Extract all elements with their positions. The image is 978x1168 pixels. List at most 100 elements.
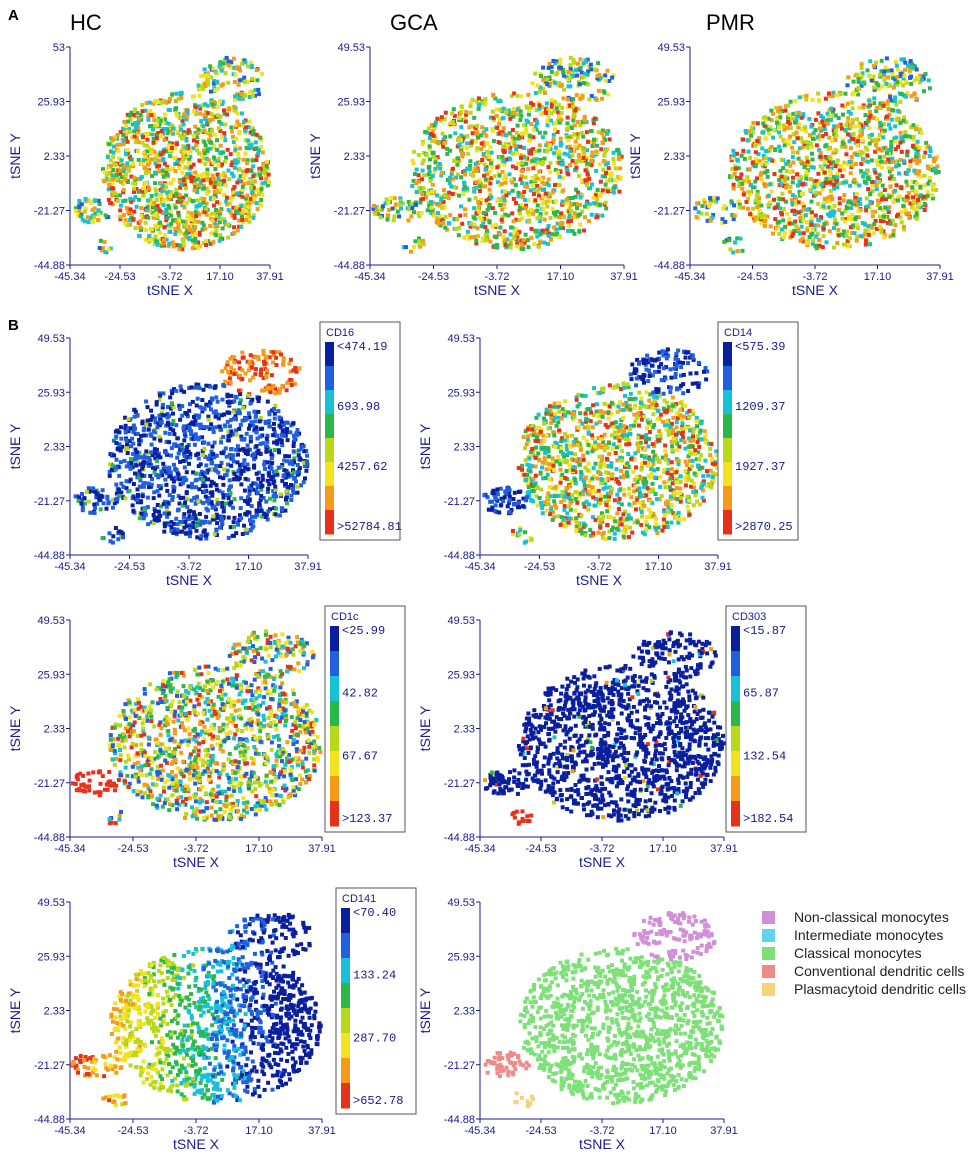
data-point	[882, 128, 887, 133]
data-point	[212, 531, 217, 536]
data-point	[253, 419, 258, 424]
data-point	[430, 182, 435, 187]
data-point	[731, 182, 736, 187]
data-point	[866, 169, 870, 174]
data-point	[869, 78, 874, 83]
data-point	[759, 162, 764, 166]
data-point	[482, 162, 487, 167]
data-point	[109, 149, 114, 154]
data-point	[845, 239, 850, 244]
data-point	[198, 536, 203, 541]
data-point	[842, 167, 847, 172]
data-point	[176, 222, 181, 227]
data-point	[250, 64, 254, 69]
data-point	[772, 172, 777, 177]
data-point	[845, 119, 850, 124]
data-point	[216, 178, 221, 183]
data-point	[611, 161, 616, 165]
data-point	[749, 133, 754, 138]
data-point	[465, 141, 470, 146]
data-point	[560, 68, 565, 72]
data-point	[138, 225, 143, 230]
data-point	[255, 396, 260, 401]
data-point	[547, 83, 552, 88]
data-point	[589, 154, 594, 159]
data-point	[524, 104, 529, 109]
data-point	[92, 215, 97, 220]
data-point	[731, 250, 736, 255]
data-point	[804, 170, 809, 175]
data-point	[477, 103, 482, 108]
data-point	[808, 177, 813, 182]
data-point	[582, 146, 587, 151]
data-point	[860, 138, 865, 143]
data-point	[240, 62, 245, 66]
data-point	[239, 434, 244, 439]
data-point	[188, 508, 193, 513]
data-point	[240, 187, 245, 192]
data-point	[797, 231, 802, 236]
data-point	[516, 106, 521, 111]
data-point	[746, 189, 751, 194]
data-point	[222, 217, 226, 222]
data-point	[439, 196, 444, 201]
data-point	[218, 60, 223, 65]
data-point	[231, 190, 236, 195]
data-point	[898, 74, 903, 79]
data-point	[150, 477, 154, 482]
data-point	[566, 138, 571, 143]
data-point	[571, 97, 575, 101]
data-point	[580, 178, 585, 183]
data-point	[144, 228, 149, 233]
data-point	[544, 143, 549, 148]
data-point	[166, 405, 171, 409]
data-point	[240, 220, 245, 225]
data-point	[477, 215, 482, 220]
data-point	[526, 112, 531, 117]
data-point	[813, 190, 818, 195]
data-point	[833, 113, 838, 118]
data-point	[232, 230, 237, 235]
data-point	[783, 224, 787, 229]
data-point	[930, 193, 934, 198]
data-point	[569, 215, 574, 220]
data-point	[802, 141, 807, 146]
data-point	[144, 171, 148, 176]
data-point	[610, 75, 615, 80]
data-point	[763, 219, 767, 223]
data-point	[148, 208, 153, 213]
data-point	[201, 223, 206, 228]
data-point	[211, 240, 216, 245]
data-point	[427, 144, 432, 149]
data-point	[577, 143, 582, 148]
data-point	[455, 217, 460, 222]
data-point	[121, 142, 126, 147]
data-point	[153, 451, 158, 456]
data-point	[514, 147, 519, 152]
data-point	[229, 171, 234, 176]
data-point	[288, 461, 293, 466]
data-point	[824, 157, 829, 162]
data-point	[80, 217, 85, 222]
data-point	[198, 522, 203, 527]
data-point	[450, 166, 455, 171]
data-point	[826, 195, 831, 200]
data-point	[574, 187, 579, 192]
data-point	[196, 177, 201, 182]
data-point	[229, 393, 234, 398]
data-point	[111, 168, 116, 172]
data-point	[893, 188, 898, 193]
data-point	[898, 99, 903, 104]
data-point	[779, 157, 784, 162]
data-point	[602, 153, 607, 158]
data-point	[220, 135, 225, 140]
data-point	[268, 507, 272, 512]
data-point	[186, 210, 191, 215]
data-point	[783, 108, 788, 113]
data-point	[487, 155, 492, 160]
data-point	[143, 108, 148, 113]
data-point	[383, 201, 388, 206]
data-point	[795, 172, 800, 177]
data-point	[226, 222, 230, 227]
data-point	[881, 214, 886, 219]
